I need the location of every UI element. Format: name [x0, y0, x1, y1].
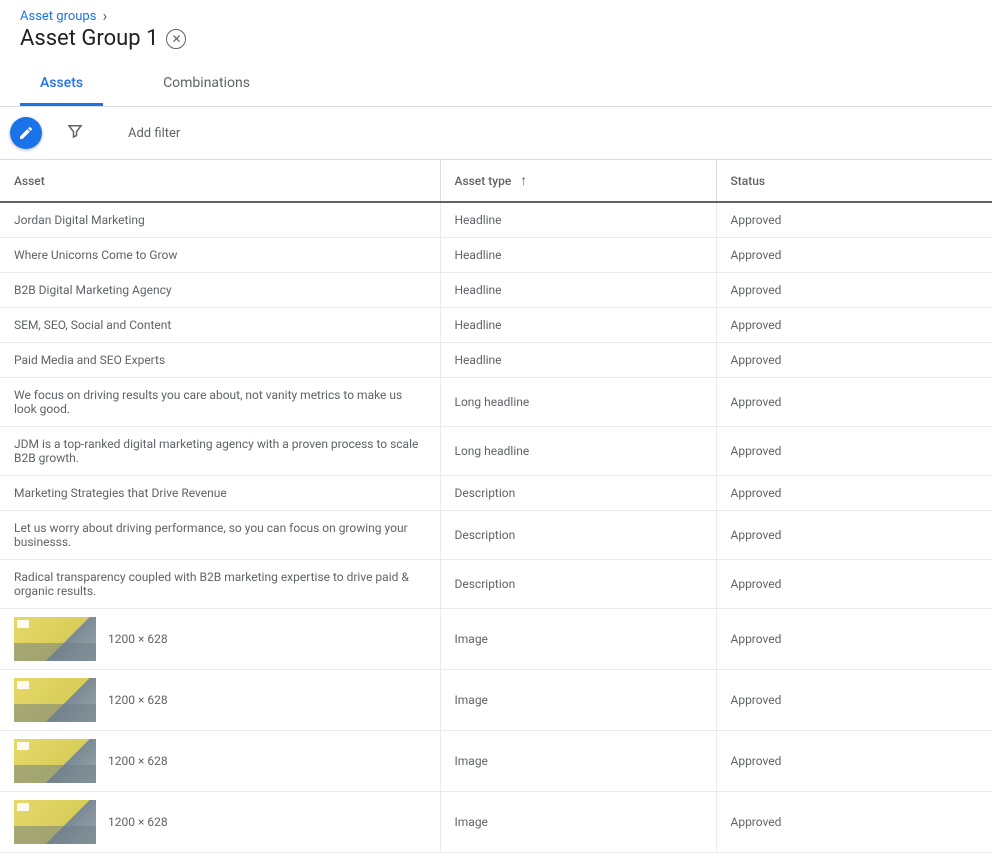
- cell-status: Approved: [716, 238, 992, 273]
- cell-asset: B2B Digital Marketing Agency: [0, 273, 440, 308]
- cell-asset-type: Image: [440, 792, 716, 853]
- cell-asset-type: Long headline: [440, 427, 716, 476]
- breadcrumb: Asset groups ›: [20, 8, 972, 24]
- cell-asset: SEM, SEO, Social and Content: [0, 308, 440, 343]
- cell-asset: 1200 × 628: [0, 792, 440, 853]
- image-dimensions: 1200 × 628: [108, 693, 168, 707]
- cell-status: Approved: [716, 476, 992, 511]
- cell-status: Approved: [716, 273, 992, 308]
- cell-asset-type: Image: [440, 609, 716, 670]
- table-row[interactable]: 1200 × 628 ImageApproved: [0, 792, 992, 853]
- cell-status: Approved: [716, 731, 992, 792]
- table-row[interactable]: Let us worry about driving performance, …: [0, 511, 992, 560]
- image-asset-cell: 1200 × 628: [14, 739, 426, 783]
- table-row[interactable]: 1200 × 628 ImageApproved: [0, 731, 992, 792]
- cell-status: Approved: [716, 609, 992, 670]
- cell-asset-type: Headline: [440, 273, 716, 308]
- cell-asset-type: Description: [440, 476, 716, 511]
- tab-assets[interactable]: Assets: [20, 63, 103, 106]
- header: Asset groups › Asset Group 1 ✕: [0, 0, 992, 51]
- sort-ascending-icon: ↑: [520, 173, 527, 189]
- create-button[interactable]: [10, 117, 42, 149]
- cell-status: Approved: [716, 378, 992, 427]
- cell-asset: Paid Media and SEO Experts: [0, 343, 440, 378]
- image-asset-cell: 1200 × 628: [14, 800, 426, 844]
- image-thumbnail[interactable]: [14, 800, 96, 844]
- column-header-status[interactable]: Status: [716, 160, 992, 202]
- cell-status: Approved: [716, 308, 992, 343]
- table-row[interactable]: Where Unicorns Come to GrowHeadlineAppro…: [0, 238, 992, 273]
- chevron-right-icon: ›: [102, 8, 107, 24]
- assets-table: Asset Asset type ↑ Status Jordan Digital…: [0, 160, 992, 853]
- table-row[interactable]: Marketing Strategies that Drive RevenueD…: [0, 476, 992, 511]
- cell-asset: 1200 × 628: [0, 609, 440, 670]
- image-dimensions: 1200 × 628: [108, 632, 168, 646]
- table-header-row: Asset Asset type ↑ Status: [0, 160, 992, 202]
- cell-asset-type: Description: [440, 560, 716, 609]
- image-dimensions: 1200 × 628: [108, 754, 168, 768]
- cell-asset-type: Headline: [440, 308, 716, 343]
- cell-asset: JDM is a top-ranked digital marketing ag…: [0, 427, 440, 476]
- cell-asset-type: Image: [440, 731, 716, 792]
- cell-asset-type: Headline: [440, 343, 716, 378]
- toolbar: Add filter: [0, 107, 992, 160]
- close-icon[interactable]: ✕: [166, 29, 186, 49]
- cell-asset: Radical transparency coupled with B2B ma…: [0, 560, 440, 609]
- cell-asset: We focus on driving results you care abo…: [0, 378, 440, 427]
- table-row[interactable]: 1200 × 628 ImageApproved: [0, 670, 992, 731]
- column-header-asset[interactable]: Asset: [0, 160, 440, 202]
- cell-asset-type: Long headline: [440, 378, 716, 427]
- add-filter-button[interactable]: Add filter: [128, 126, 180, 141]
- cell-asset: 1200 × 628: [0, 731, 440, 792]
- cell-asset: Jordan Digital Marketing: [0, 202, 440, 238]
- cell-asset-type: Description: [440, 511, 716, 560]
- column-header-asset-type[interactable]: Asset type ↑: [440, 160, 716, 202]
- table-row[interactable]: Jordan Digital MarketingHeadlineApproved: [0, 202, 992, 238]
- cell-status: Approved: [716, 427, 992, 476]
- cell-asset: Marketing Strategies that Drive Revenue: [0, 476, 440, 511]
- image-dimensions: 1200 × 628: [108, 815, 168, 829]
- image-thumbnail[interactable]: [14, 617, 96, 661]
- cell-asset: Where Unicorns Come to Grow: [0, 238, 440, 273]
- table-row[interactable]: We focus on driving results you care abo…: [0, 378, 992, 427]
- column-header-asset-type-label: Asset type: [455, 174, 512, 188]
- image-asset-cell: 1200 × 628: [14, 678, 426, 722]
- table-row[interactable]: Paid Media and SEO ExpertsHeadlineApprov…: [0, 343, 992, 378]
- tabs: Assets Combinations: [0, 63, 992, 107]
- tab-combinations[interactable]: Combinations: [143, 63, 270, 106]
- table-row[interactable]: Radical transparency coupled with B2B ma…: [0, 560, 992, 609]
- cell-asset: Let us worry about driving performance, …: [0, 511, 440, 560]
- pencil-icon: [18, 125, 34, 141]
- table-row[interactable]: B2B Digital Marketing AgencyHeadlineAppr…: [0, 273, 992, 308]
- image-thumbnail[interactable]: [14, 739, 96, 783]
- cell-asset-type: Headline: [440, 238, 716, 273]
- cell-status: Approved: [716, 511, 992, 560]
- cell-status: Approved: [716, 343, 992, 378]
- cell-asset: 1200 × 628: [0, 670, 440, 731]
- filter-icon[interactable]: [66, 122, 84, 144]
- cell-asset-type: Image: [440, 670, 716, 731]
- cell-status: Approved: [716, 202, 992, 238]
- image-thumbnail[interactable]: [14, 678, 96, 722]
- cell-status: Approved: [716, 670, 992, 731]
- cell-asset-type: Headline: [440, 202, 716, 238]
- table-row[interactable]: SEM, SEO, Social and ContentHeadlineAppr…: [0, 308, 992, 343]
- cell-status: Approved: [716, 560, 992, 609]
- table-row[interactable]: 1200 × 628 ImageApproved: [0, 609, 992, 670]
- title-row: Asset Group 1 ✕: [20, 26, 972, 51]
- table-row[interactable]: JDM is a top-ranked digital marketing ag…: [0, 427, 992, 476]
- page-title: Asset Group 1: [20, 26, 158, 51]
- table-body: Jordan Digital MarketingHeadlineApproved…: [0, 202, 992, 853]
- image-asset-cell: 1200 × 628: [14, 617, 426, 661]
- cell-status: Approved: [716, 792, 992, 853]
- breadcrumb-parent-link[interactable]: Asset groups: [20, 9, 96, 24]
